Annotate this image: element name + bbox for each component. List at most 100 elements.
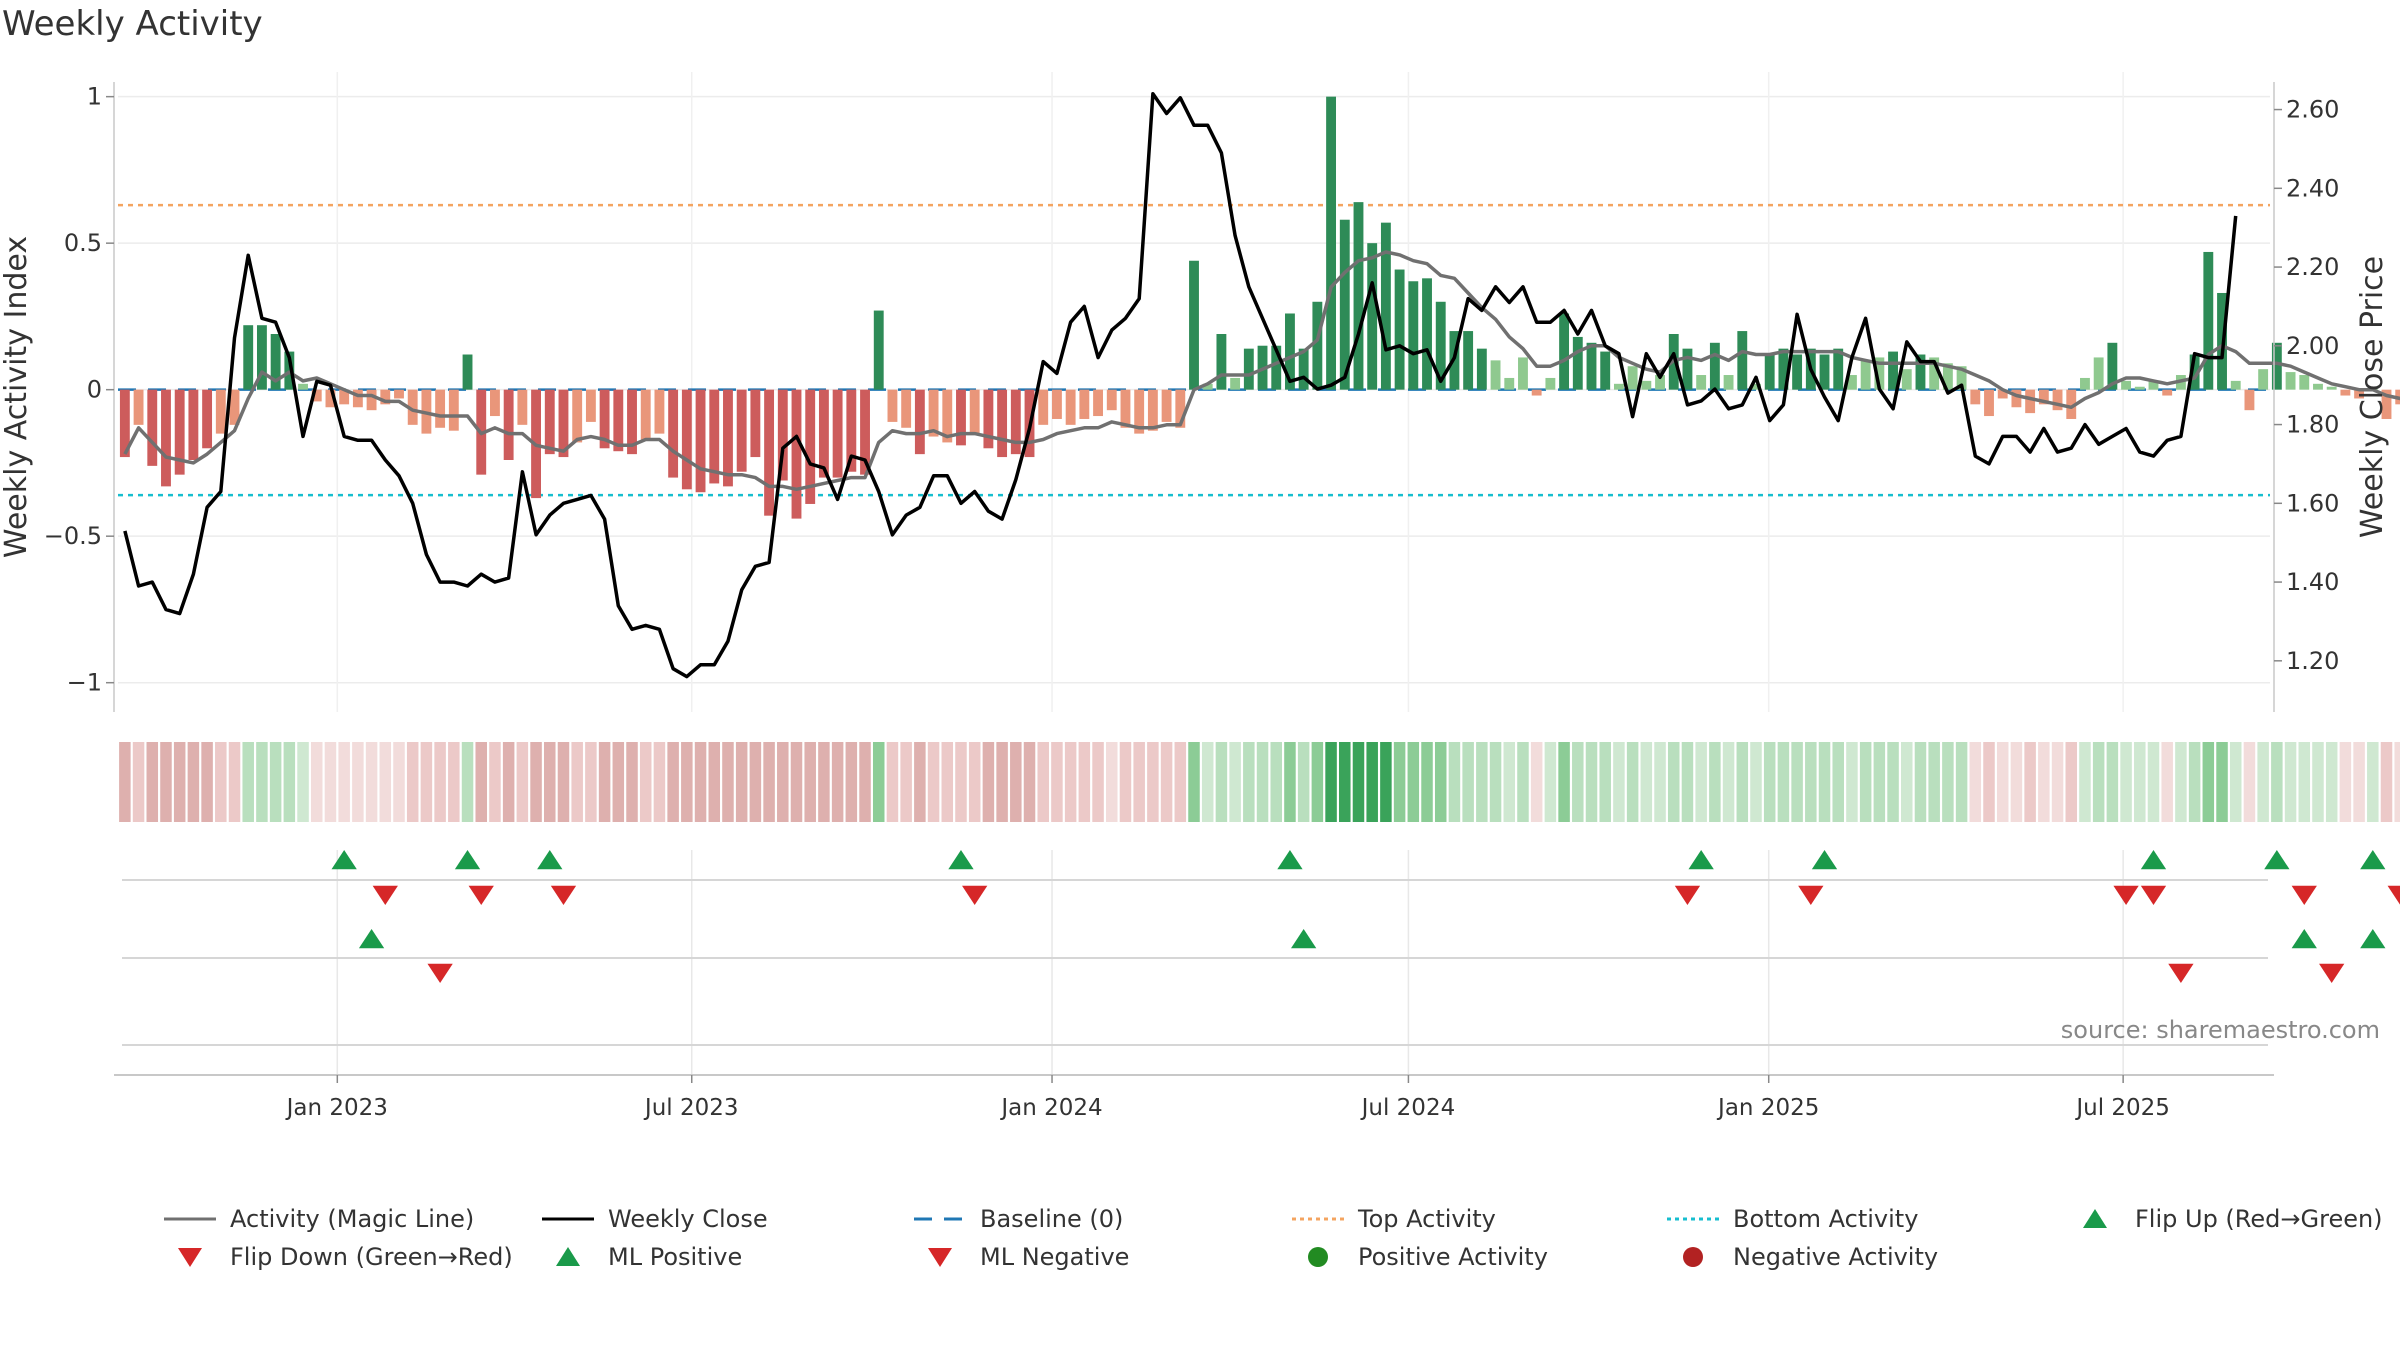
x-tick-label: Jan 2025 <box>1716 1095 1819 1121</box>
heat-cell <box>1380 742 1392 822</box>
activity-bar <box>1435 301 1446 390</box>
right-tick-label: 1.60 <box>2286 489 2339 517</box>
activity-bar <box>640 389 651 440</box>
heat-cell <box>1805 742 1817 822</box>
activity-bar <box>1901 369 1912 390</box>
flip-down-marker <box>2387 885 2400 905</box>
legend-symbol <box>538 1207 598 1231</box>
flip-down-marker <box>2291 885 2317 905</box>
activity-bar <box>1723 375 1734 390</box>
activity-bar <box>1243 348 1254 390</box>
legend-symbol <box>160 1207 220 1231</box>
activity-bar <box>1422 278 1432 390</box>
heat-cell <box>516 742 529 822</box>
right-tick-label: 2.00 <box>2286 332 2339 360</box>
heat-cell <box>1297 742 1310 822</box>
activity-bar <box>2299 375 2310 390</box>
x-tick-label: Jul 2024 <box>1360 1095 1456 1121</box>
activity-bar <box>298 383 308 390</box>
heat-cell <box>1736 742 1749 822</box>
flip-up-marker <box>2140 850 2167 870</box>
activity-bar <box>983 389 994 449</box>
activity-bar <box>202 389 213 449</box>
legend: Activity (Magic Line) Weekly Close Baselin… <box>160 1205 2400 1295</box>
activity-bar <box>1572 336 1583 390</box>
activity-bar <box>1216 334 1227 390</box>
legend-symbol <box>2065 1207 2125 1231</box>
legend-label: ML Positive <box>608 1243 743 1271</box>
heat-cell <box>927 742 940 822</box>
heat-cell <box>1832 742 1844 822</box>
heat-cell <box>900 742 912 822</box>
activity-bar <box>2244 389 2255 411</box>
heat-cell <box>2134 742 2146 822</box>
heat-cell <box>1818 742 1831 822</box>
legend-positive-activity: Positive Activity <box>1288 1243 1548 1271</box>
heat-cell <box>2243 742 2256 822</box>
activity-bar <box>2189 354 2200 390</box>
ml-positive-marker <box>2360 929 2386 949</box>
heat-cell <box>790 742 803 822</box>
heat-cell <box>749 742 762 822</box>
flip-up-marker <box>537 850 563 870</box>
heat-cell <box>2298 742 2311 822</box>
activity-bar <box>681 389 692 490</box>
heat-cell <box>955 742 967 822</box>
activity-bar <box>1367 243 1378 390</box>
heat-cell <box>283 742 296 822</box>
heat-cell <box>1489 742 1502 822</box>
activity-bar <box>2271 342 2282 390</box>
heat-cell <box>2188 742 2201 822</box>
heat-cell <box>1996 742 2009 822</box>
activity-bar <box>1970 389 1981 405</box>
heat-cell <box>2367 742 2379 822</box>
activity-bar <box>558 389 569 458</box>
activity-bar <box>1476 348 1487 390</box>
activity-bar <box>1339 219 1350 390</box>
activity-bar <box>572 389 583 443</box>
heat-cell <box>1352 742 1365 822</box>
activity-bar <box>1230 377 1241 390</box>
heat-cell <box>2092 742 2105 822</box>
legend-weekly-close: Weekly Close <box>538 1205 768 1233</box>
activity-bar <box>1134 389 1145 434</box>
heat-cell <box>2229 742 2242 822</box>
heat-cell <box>324 742 337 822</box>
activity-bar <box>325 389 336 408</box>
heat-cell <box>1654 742 1666 822</box>
legend-symbol <box>910 1245 970 1269</box>
activity-bar <box>2148 380 2159 390</box>
heat-cell <box>708 742 721 822</box>
source-note: source: sharemaestro.com <box>2060 1016 2380 1044</box>
activity-bar <box>2025 389 2036 414</box>
heat-cell <box>2079 742 2091 822</box>
activity-bar <box>1778 348 1789 390</box>
legend-ml-negative: ML Negative <box>910 1243 1129 1271</box>
activity-bar <box>1984 389 1994 417</box>
activity-bar <box>1833 348 1844 390</box>
x-tick-label: Jan 2024 <box>999 1095 1102 1121</box>
heat-cell <box>982 742 995 822</box>
flip-marker-panels <box>122 850 2400 1046</box>
left-tick-label: 0 <box>87 376 102 404</box>
heat-cell <box>1983 742 1995 822</box>
right-tick-label: 1.40 <box>2286 568 2339 596</box>
ml-positive-marker <box>358 929 385 949</box>
legend-magic-line: Activity (Magic Line) <box>160 1205 474 1233</box>
reference-lines <box>118 203 2270 497</box>
activity-bar <box>860 389 870 475</box>
heat-cell <box>804 742 816 822</box>
heat-cell <box>1585 742 1598 822</box>
activity-bar <box>1380 222 1391 390</box>
heat-cell <box>763 742 775 822</box>
activity-bar <box>1888 351 1898 390</box>
series-lines <box>123 92 2400 679</box>
heat-cell <box>1256 742 1269 822</box>
heat-cell <box>2161 742 2173 822</box>
heat-cell <box>1969 742 1982 822</box>
activity-bar <box>174 389 185 475</box>
activity-bar <box>1997 389 2008 399</box>
heat-cell <box>1037 742 1049 822</box>
heat-cell <box>2353 742 2365 822</box>
activity-bar <box>791 389 802 519</box>
